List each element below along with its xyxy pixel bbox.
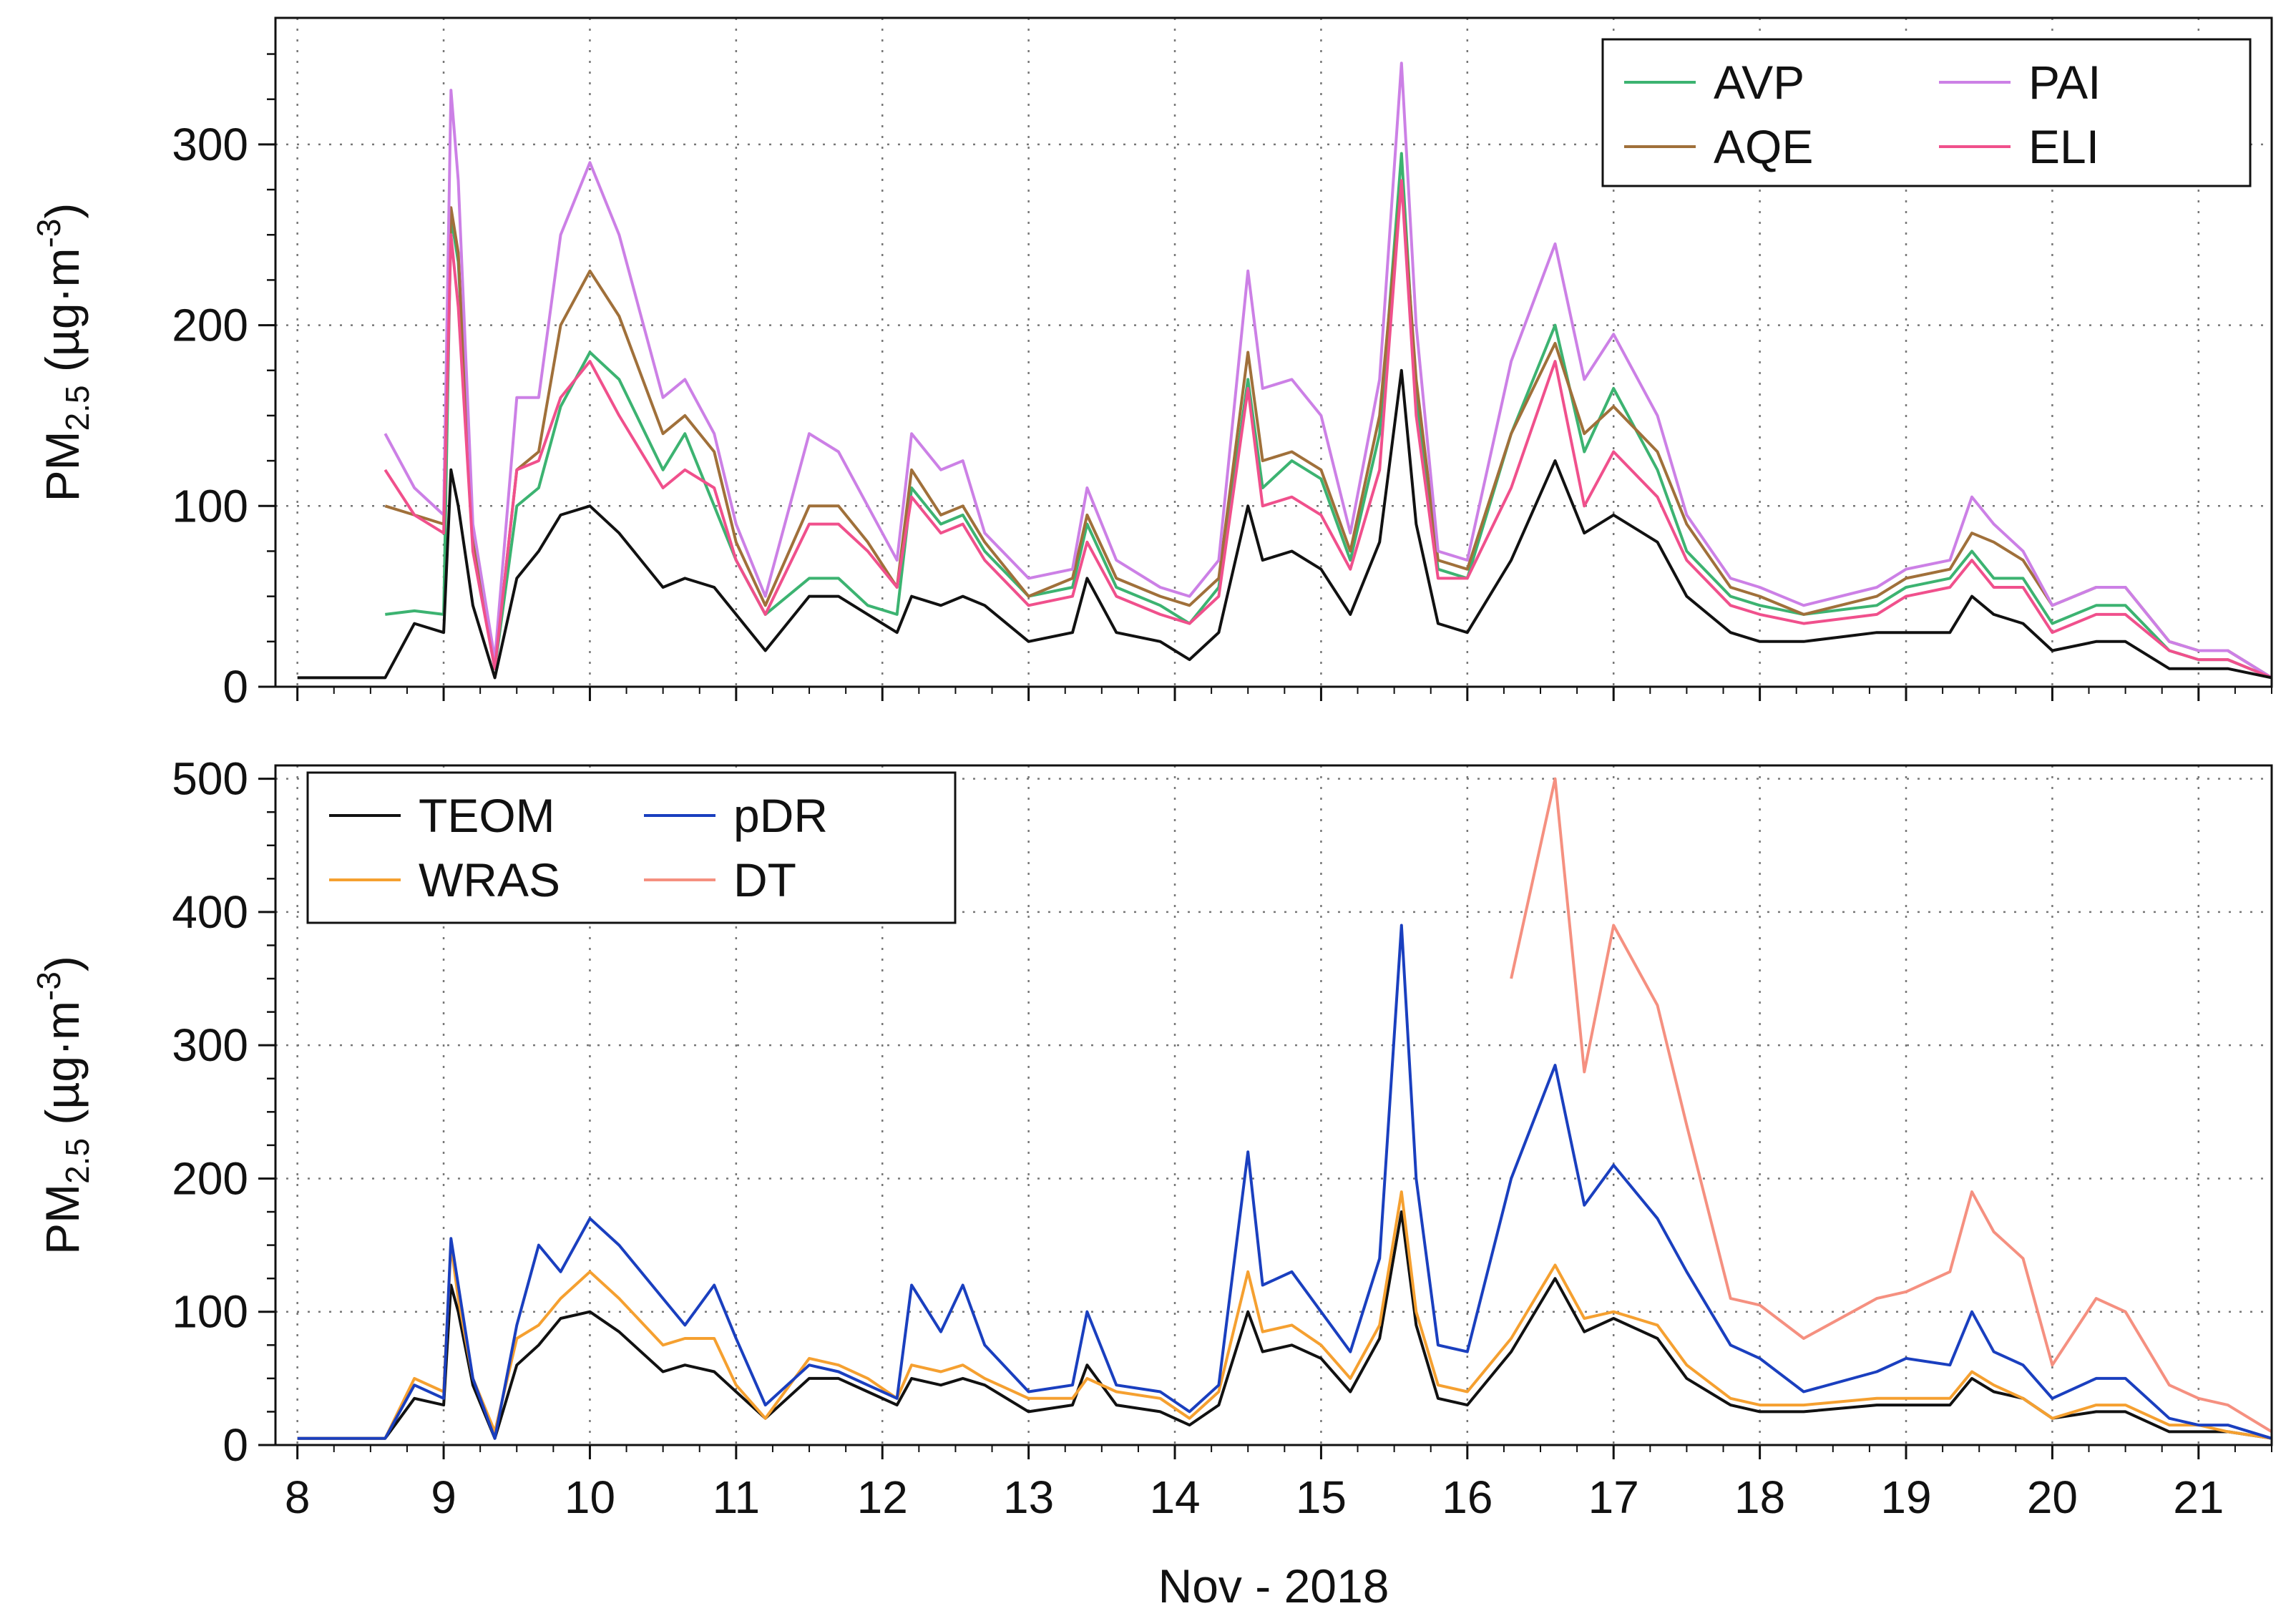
bottom-panel: 0 100 200 300 400 500 PM2.5 (µg·m-3) TEOM WRAS p… — [30, 753, 2273, 1471]
y-tick-label: 200 — [172, 300, 248, 351]
legend-label-teom: TEOM — [419, 789, 555, 842]
y-tick-label: 300 — [172, 119, 248, 170]
series-line-eli — [384, 179, 2272, 680]
x-tick-label: 14 — [1149, 1471, 1200, 1523]
x-tick-label: 16 — [1442, 1471, 1493, 1523]
x-tick-label: 18 — [1734, 1471, 1785, 1523]
top-y-axis-title: PM2.5 (µg·m-3) — [30, 203, 96, 502]
series-line-wras — [297, 1190, 2272, 1440]
top-panel: 0 100 200 300 PM2.5 (µg·m-3) AVP AQE PAI ELI — [30, 16, 2273, 712]
y-tick-label: 300 — [172, 1019, 248, 1071]
y-title-subscript: 2.5 — [59, 385, 96, 431]
top-axes: 0 100 200 300 PM2.5 (µg·m-3) — [30, 16, 2273, 712]
series-line-teom — [297, 1210, 2272, 1440]
y-title-unit: (µg·m — [36, 1001, 89, 1138]
y-title-unit: (µg·m — [36, 248, 89, 385]
x-tick-label: 11 — [713, 1471, 760, 1523]
x-tick-label: 12 — [857, 1471, 908, 1523]
bottom-series-lines — [297, 777, 2273, 1440]
x-tick-label: 19 — [1880, 1471, 1931, 1523]
top-legend-box — [1601, 38, 2252, 187]
x-tick-label: 17 — [1588, 1471, 1639, 1523]
bottom-axes: 0 100 200 300 400 500 PM2.5 (µg·m-3) — [30, 753, 2273, 1471]
series-line-pdr — [297, 924, 2272, 1440]
x-tick-label: 21 — [2173, 1471, 2224, 1523]
series-line-aqe — [384, 179, 2273, 680]
y-title-main: PM — [36, 1184, 89, 1255]
legend-label-dt: DT — [733, 853, 796, 906]
legend-label-eli: ELI — [2028, 120, 2099, 173]
y-title-unit-close: ) — [36, 956, 89, 971]
y-tick-label: 100 — [172, 1286, 248, 1338]
series-line-teom — [297, 368, 2272, 680]
shared-x-axis: 8 9 10 11 12 13 14 15 16 17 18 19 20 21 — [285, 1471, 2224, 1523]
x-tick-label: 15 — [1296, 1471, 1347, 1523]
x-tick-label: 10 — [565, 1471, 615, 1523]
bottom-y-axis-title: PM2.5 (µg·m-3) — [30, 956, 96, 1255]
series-line-avp — [385, 152, 2272, 680]
y-title-superscript: -3 — [30, 219, 67, 248]
bottom-plot-frame — [274, 764, 2273, 1446]
top-legend: AVP AQE PAI ELI — [1601, 38, 2252, 187]
y-title-superscript: -3 — [30, 971, 67, 1001]
series-line-pai — [384, 62, 2273, 680]
x-tick-label: 9 — [431, 1471, 456, 1523]
legend-label-wras: WRAS — [419, 853, 560, 906]
y-tick-label: 400 — [172, 886, 248, 938]
legend-label-aqe: AQE — [1714, 120, 1813, 173]
y-title-main: PM — [36, 431, 89, 501]
y-title-unit-close: ) — [36, 203, 89, 219]
top-plot-frame — [274, 16, 2273, 688]
legend-label-pdr: pDR — [733, 789, 828, 842]
x-tick-label: 13 — [1003, 1471, 1054, 1523]
y-tick-label: 200 — [172, 1152, 248, 1204]
y-tick-label: 0 — [223, 661, 248, 712]
y-tick-label: 100 — [172, 480, 248, 532]
bottom-legend: TEOM WRAS pDR DT — [306, 771, 957, 924]
x-tick-label: 8 — [285, 1471, 311, 1523]
y-tick-label: 500 — [172, 753, 248, 805]
x-tick-label: 20 — [2027, 1471, 2078, 1523]
top-series-lines — [297, 62, 2273, 680]
y-tick-label: 0 — [223, 1419, 248, 1471]
series-line-dt — [1510, 777, 2273, 1434]
bottom-legend-box — [306, 771, 957, 924]
legend-label-avp: AVP — [1714, 56, 1804, 109]
x-axis-title: Nov - 2018 — [1158, 1559, 1389, 1612]
y-title-subscript: 2.5 — [59, 1138, 96, 1184]
legend-label-pai: PAI — [2028, 56, 2101, 109]
